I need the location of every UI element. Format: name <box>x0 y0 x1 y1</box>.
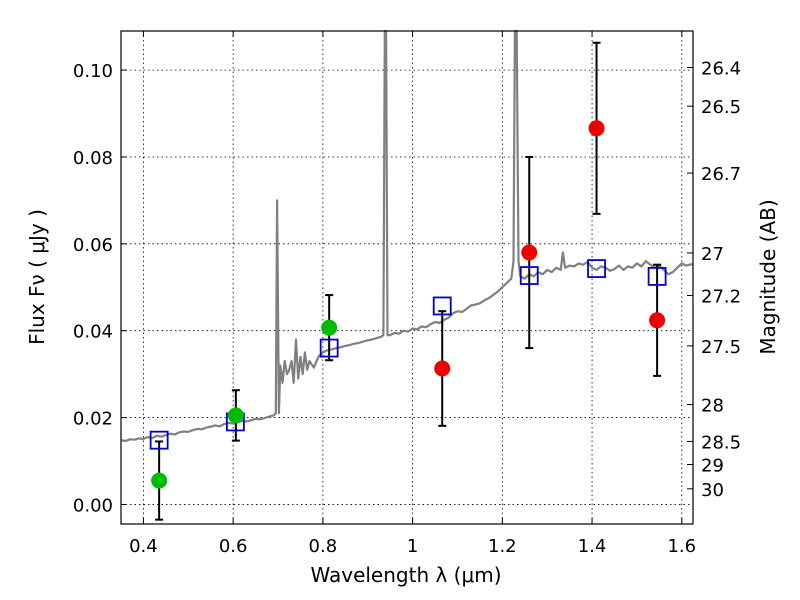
y-tick-label: 0.10 <box>73 61 113 82</box>
x-tick-label: 0.4 <box>129 536 158 557</box>
model-photometry-box <box>587 259 606 278</box>
model-photometry-box <box>432 296 452 316</box>
mag-tick-label: 30 <box>701 480 724 501</box>
observed-point <box>321 319 338 336</box>
mag-tick-label: 26.7 <box>701 164 741 185</box>
y-axis-right-label: Magnitude (AB) <box>756 199 780 354</box>
mag-tick-label: 28 <box>701 396 724 417</box>
spectrum-layer <box>120 29 694 443</box>
observed-point <box>588 120 605 137</box>
mag-tick-label: 29 <box>701 455 724 476</box>
mag-tick-label: 26.4 <box>701 58 741 79</box>
observed-point <box>151 472 168 489</box>
grid <box>121 31 693 524</box>
error-bars <box>155 41 662 521</box>
observed-point <box>521 244 538 261</box>
y-tick-label: 0.08 <box>73 148 113 169</box>
observed-points <box>151 120 666 489</box>
x-tick-label: 1 <box>407 536 418 557</box>
mag-tick-label: 27 <box>701 244 724 265</box>
mag-tick-label: 26.5 <box>701 97 741 118</box>
y-axis-label: Flux Fν ( μJy ) <box>25 209 49 345</box>
observed-point <box>649 312 666 329</box>
x-tick-label: 1.2 <box>488 536 517 557</box>
y-tick-label: 0.02 <box>73 409 113 430</box>
model-photometry-box <box>647 267 667 286</box>
y-tick-label: 0.06 <box>73 235 113 256</box>
mag-tick-label: 27.2 <box>701 287 741 308</box>
y-tick-label: 0.00 <box>73 495 113 516</box>
x-axis-label: Wavelength λ (μm) <box>310 563 501 587</box>
spectrum-line <box>120 29 694 443</box>
x-tick-label: 1.6 <box>667 536 696 557</box>
x-tick-label: 1.4 <box>578 536 607 557</box>
model-photometry-box <box>519 266 539 285</box>
model-photometry-boxes <box>149 259 667 450</box>
observed-point <box>227 407 244 424</box>
mag-tick-label: 27.5 <box>701 337 741 358</box>
y-tick-label: 0.04 <box>73 322 113 343</box>
x-tick-label: 0.6 <box>219 536 248 557</box>
model-photometry-box <box>149 430 169 450</box>
x-tick-label: 0.8 <box>309 536 338 557</box>
plot-frame <box>120 30 694 525</box>
mag-tick-label: 28.5 <box>701 432 741 453</box>
y-axis-left: 0.00 0.02 0.04 0.06 0.08 0.10 <box>73 61 127 516</box>
observed-point <box>434 360 451 377</box>
y-axis-right: 26.4 26.5 26.7 27 27.2 27.5 28 28.529 30 <box>687 58 741 501</box>
x-axis: 0.4 0.6 0.8 1 1.2 1.4 1.6 <box>129 31 696 557</box>
model-photometry-box <box>319 338 339 358</box>
